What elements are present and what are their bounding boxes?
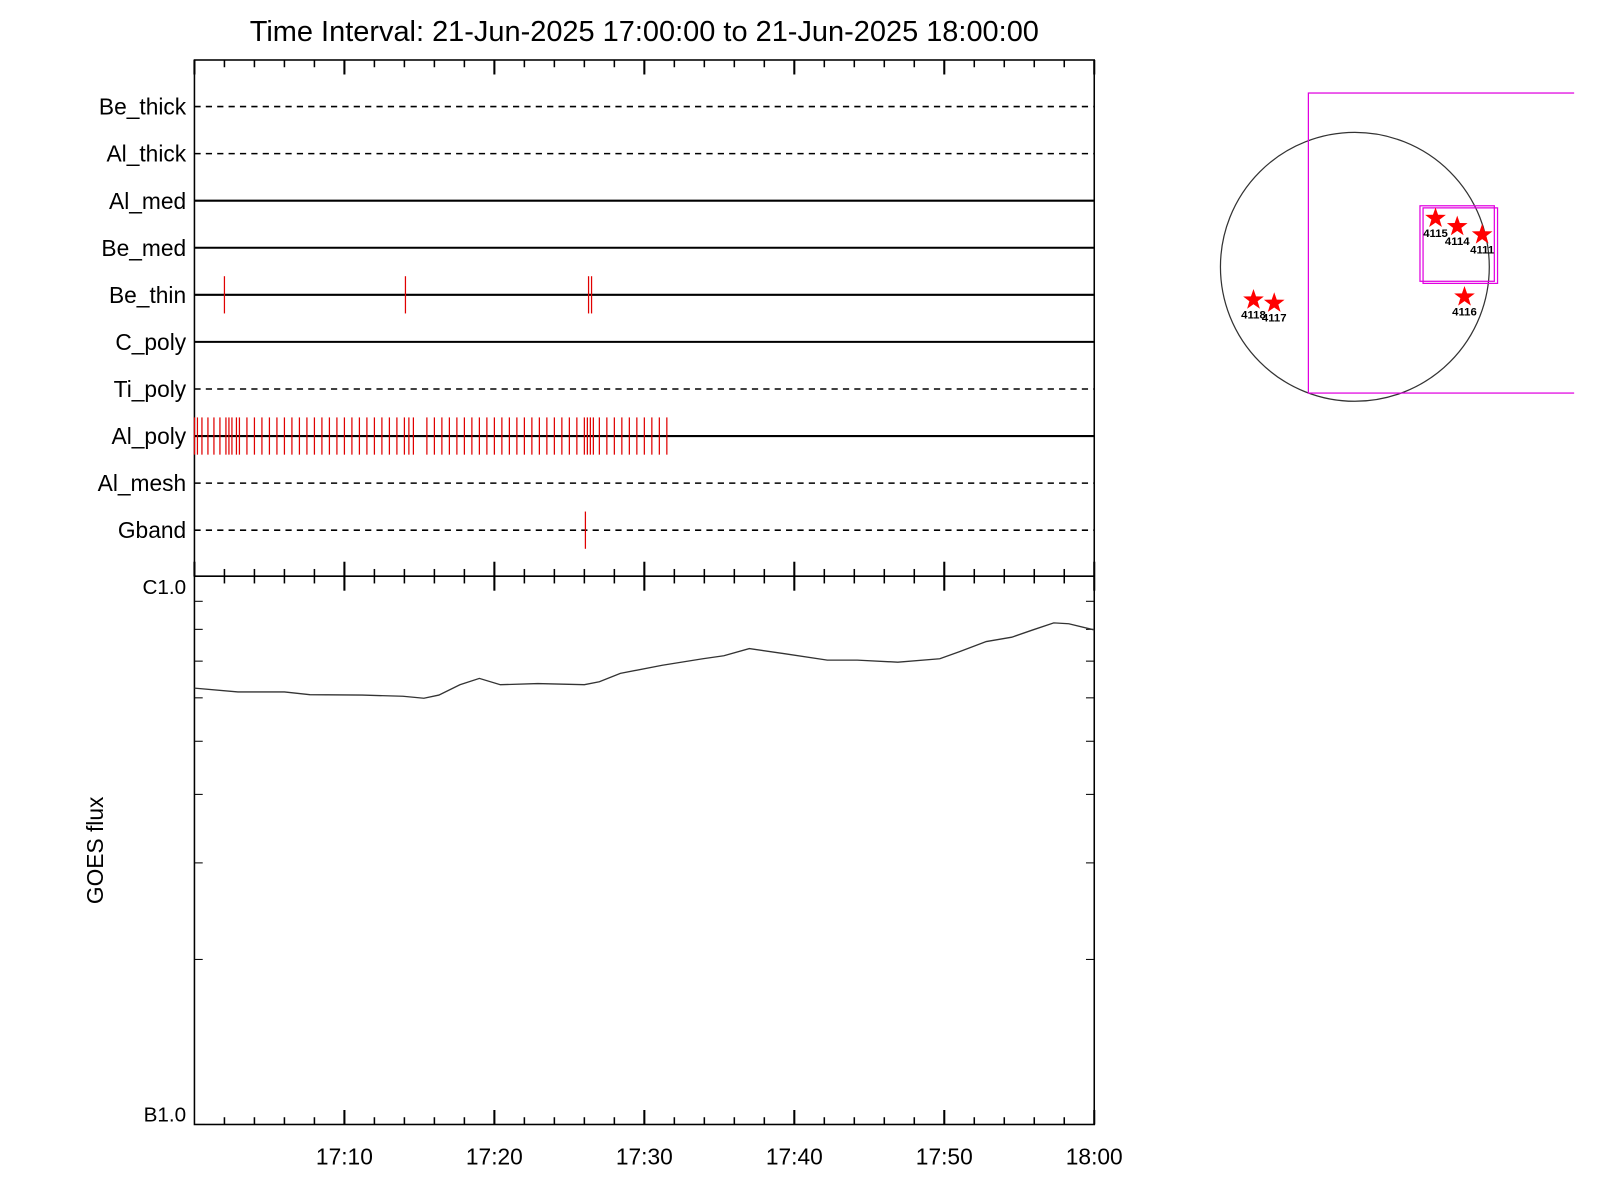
timeline-frame	[193, 59, 1096, 577]
flux-line	[194, 622, 1095, 699]
flux-frame	[193, 575, 1096, 1126]
active-region	[1263, 292, 1285, 312]
x-tick-label: 17:10	[316, 1144, 373, 1170]
filter-label: Al_poly	[112, 423, 187, 449]
x-tick-label: 18:00	[1066, 1144, 1123, 1170]
filter-label: Gband	[118, 517, 186, 543]
region-label: 4118	[1241, 309, 1266, 321]
filter-label: Ti_poly	[114, 376, 187, 402]
filter-label: Be_med	[101, 235, 186, 261]
region-label: 4117	[1262, 313, 1287, 325]
x-tick-label: 17:40	[766, 1144, 823, 1170]
active-region	[1471, 223, 1493, 244]
active-region	[1243, 289, 1264, 309]
solar-disk	[1219, 131, 1490, 402]
filter-label: Al_med	[109, 188, 186, 214]
field-of-view	[1307, 92, 1575, 394]
x-tick-label: 17:50	[916, 1144, 973, 1170]
field-of-view	[1422, 207, 1499, 285]
chart-title: Time Interval: 21-Jun-2025 17:00:00 to 2…	[250, 16, 1039, 48]
filter-label: C_poly	[115, 329, 186, 355]
filter-label: Al_thick	[107, 141, 187, 167]
active-region	[1446, 215, 1468, 236]
region-label: 4116	[1452, 306, 1477, 318]
region-label: 4114	[1445, 236, 1470, 248]
x-tick-label: 17:20	[466, 1144, 523, 1170]
region-label: 4115	[1423, 228, 1448, 240]
y-tick-label: C1.0	[142, 576, 186, 599]
y-axis-label: GOES flux	[82, 796, 108, 904]
filter-label: Al_mesh	[98, 470, 187, 496]
active-region	[1454, 285, 1475, 306]
filter-label: Be_thick	[99, 94, 187, 120]
field-of-view	[1419, 205, 1495, 282]
x-tick-label: 17:30	[616, 1144, 673, 1170]
y-tick-label: B1.0	[144, 1104, 187, 1127]
active-region	[1425, 207, 1446, 228]
region-label: 4111	[1470, 244, 1494, 256]
filter-label: Be_thin	[109, 282, 186, 308]
